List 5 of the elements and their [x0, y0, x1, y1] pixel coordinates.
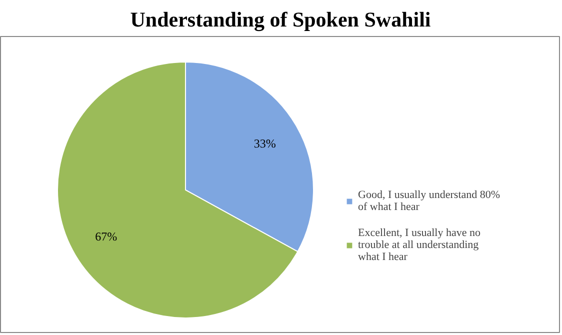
- legend-label: Excellent, I usually have no trouble at all understanding what I hear: [358, 227, 480, 263]
- legend-label: Good, I usually understand 80% of what I hear: [358, 189, 500, 213]
- data-label: 33%: [254, 136, 276, 151]
- data-label: 67%: [95, 229, 118, 244]
- chart-title: Understanding of Spoken Swahili: [130, 8, 431, 32]
